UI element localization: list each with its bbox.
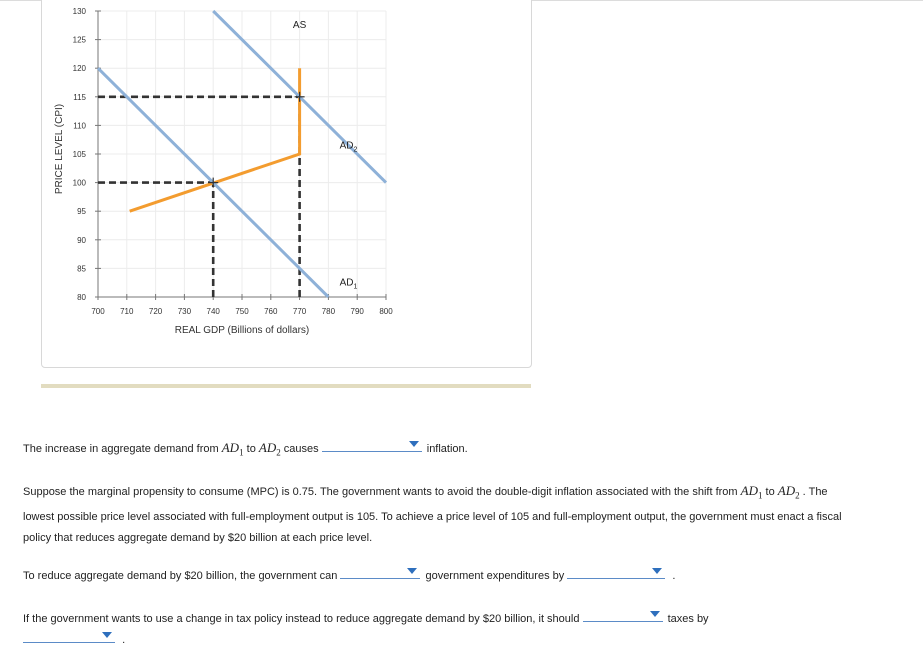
spending-direction-dropdown[interactable] <box>340 564 421 579</box>
y-tick-label-85: 85 <box>77 264 86 273</box>
curve-label-subscript: 2 <box>354 146 358 153</box>
para-ad2-symbol: AD <box>777 483 796 498</box>
y-tick-label-130: 130 <box>73 7 87 16</box>
chevron-down-icon <box>649 611 660 617</box>
q2-text: To reduce aggregate demand by $20 billio… <box>23 570 341 582</box>
graph-panel: 80 85 90 95 100 105 110 115 120 125 130 700 710 720 73… <box>41 0 532 368</box>
ad2-subscript: 2 <box>276 447 281 458</box>
para-ad1-subscript: 1 <box>757 490 763 501</box>
y-tick-label-105: 105 <box>73 150 87 159</box>
tax-amount-dropdown[interactable] <box>23 628 115 643</box>
chevron-down-icon <box>407 568 418 574</box>
section-divider <box>41 384 531 388</box>
x-tick-label-730: 730 <box>178 307 192 316</box>
q2-end-text: . <box>672 570 676 582</box>
q1-text: The increase in aggregate demand from <box>23 443 222 455</box>
x-tick-label-750: 750 <box>235 307 249 316</box>
y-tick-label-80: 80 <box>77 293 86 302</box>
y-tick-label-120: 120 <box>73 64 87 73</box>
question-government-expenditures: To reduce aggregate demand by $20 billio… <box>23 564 675 587</box>
y-tick-label-125: 125 <box>73 36 87 45</box>
chevron-down-icon <box>408 441 419 447</box>
q1-to-text: to <box>243 443 259 455</box>
x-tick-label-760: 760 <box>264 307 278 316</box>
x-tick-label-800: 800 <box>379 307 393 316</box>
x-tick-label-780: 780 <box>322 307 336 316</box>
x-tick-label-770: 770 <box>293 307 307 316</box>
para-to-text: to <box>762 486 778 498</box>
curve-label-subscript: 1 <box>354 284 358 291</box>
para-text-2: . The lowest possible price level associ… <box>23 486 842 544</box>
x-tick-label-710: 710 <box>120 307 134 316</box>
question-tax-amount: . <box>23 628 125 651</box>
para-ad2-subscript: 2 <box>795 490 800 501</box>
inflation-type-dropdown[interactable] <box>321 437 422 452</box>
curve-label-as: AS <box>293 20 307 31</box>
question-tax-policy: If the government wants to use a change … <box>23 607 709 630</box>
y-axis-label: PRICE LEVEL (CPI) <box>54 104 65 194</box>
x-tick-label-740: 740 <box>207 307 221 316</box>
para-ad1-symbol: AD <box>740 483 758 498</box>
y-tick-label-100: 100 <box>73 179 87 188</box>
y-tick-label-110: 110 <box>73 121 86 130</box>
para-text-1: Suppose the marginal propensity to consu… <box>23 486 738 498</box>
tax-direction-dropdown[interactable] <box>582 607 663 622</box>
x-tick-label-790: 790 <box>351 307 365 316</box>
curve-label-ad2: AD2 <box>340 140 358 153</box>
chevron-down-icon <box>652 568 663 574</box>
q2-middle-text: government expenditures by <box>425 570 568 582</box>
scenario-paragraph: Suppose the marginal propensity to consu… <box>23 480 853 549</box>
curve-label-ad1: AD1 <box>340 278 358 291</box>
chevron-down-icon <box>102 632 112 638</box>
x-tick-label-700: 700 <box>91 307 105 316</box>
y-tick-label-115: 115 <box>73 93 86 102</box>
x-axis-label: REAL GDP (Billions of dollars) <box>175 325 310 336</box>
ad1-subscript: 1 <box>239 447 244 458</box>
q3-middle-text: taxes by <box>667 613 709 625</box>
q1-causes-text: causes <box>280 443 322 455</box>
q1-after-text: inflation. <box>426 443 468 455</box>
ad2-symbol: AD <box>258 440 277 455</box>
ad1-symbol: AD <box>221 440 240 455</box>
y-tick-label-95: 95 <box>77 207 86 216</box>
x-tick-label-720: 720 <box>149 307 163 316</box>
q3-end-text: . <box>122 634 126 646</box>
spending-amount-dropdown[interactable] <box>567 564 666 579</box>
ad-as-graph: 80 85 90 95 100 105 110 115 120 125 130 700 710 720 73… <box>54 7 393 336</box>
question-inflation: The increase in aggregate demand from AD… <box>23 437 468 464</box>
q3-text: If the government wants to use a change … <box>23 613 583 625</box>
y-tick-label-90: 90 <box>77 236 86 245</box>
